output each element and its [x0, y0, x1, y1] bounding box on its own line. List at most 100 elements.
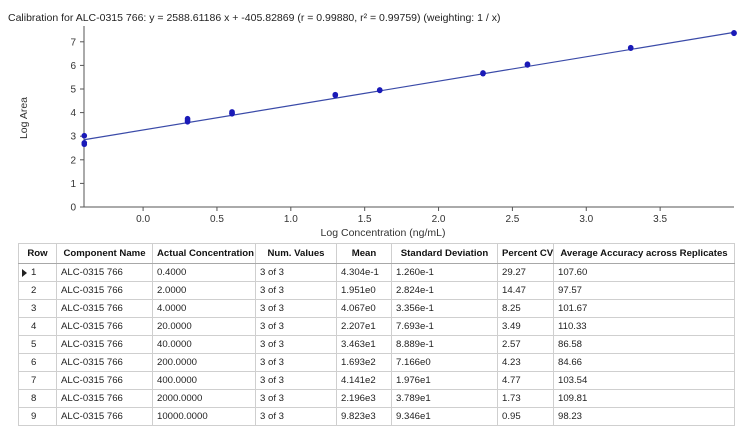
cell-standard-deviation[interactable]: 9.346e1	[391, 407, 498, 426]
cell-row-number[interactable]: 3	[18, 299, 57, 318]
cell-row-number[interactable]: 7	[18, 371, 57, 390]
cell-percent-cv[interactable]: 1.73	[497, 389, 554, 408]
cell-num-values[interactable]: 3 of 3	[255, 407, 337, 426]
cell-standard-deviation[interactable]: 7.693e-1	[391, 317, 498, 336]
cell-num-values[interactable]: 3 of 3	[255, 317, 337, 336]
cell-component-name[interactable]: ALC-0315 766	[56, 263, 153, 282]
cell-num-values[interactable]: 3 of 3	[255, 263, 337, 282]
cell-percent-cv[interactable]: 2.57	[497, 335, 554, 354]
cell-actual-concentration[interactable]: 40.0000	[152, 335, 256, 354]
x-tick-label: 3.5	[653, 214, 667, 225]
cell-actual-concentration[interactable]: 20.0000	[152, 317, 256, 336]
cell-standard-deviation[interactable]: 1.976e1	[391, 371, 498, 390]
cell-component-name[interactable]: ALC-0315 766	[56, 407, 153, 426]
x-tick-label: 0.5	[210, 214, 224, 225]
cell-row-number[interactable]: 8	[18, 389, 57, 408]
results-table: Row Component Name Actual Concentration Num…	[18, 243, 735, 426]
header-percent-cv[interactable]: Percent CV	[497, 243, 554, 264]
header-mean[interactable]: Mean	[336, 243, 392, 264]
cell-component-name[interactable]: ALC-0315 766	[56, 353, 153, 372]
cell-row-number[interactable]: 1	[18, 263, 57, 282]
table-row[interactable]: 8 ALC-0315 766 2000.0000 3 of 3 2.196e3 3.789…	[18, 389, 735, 408]
cell-average-accuracy[interactable]: 97.57	[553, 281, 735, 300]
cell-percent-cv[interactable]: 14.47	[497, 281, 554, 300]
cell-row-number[interactable]: 2	[18, 281, 57, 300]
cell-mean[interactable]: 3.463e1	[336, 335, 392, 354]
cell-mean[interactable]: 4.304e-1	[336, 263, 392, 282]
cell-mean[interactable]: 1.693e2	[336, 353, 392, 372]
cell-average-accuracy[interactable]: 107.60	[553, 263, 735, 282]
cell-mean[interactable]: 4.141e2	[336, 371, 392, 390]
cell-average-accuracy[interactable]: 103.54	[553, 371, 735, 390]
cell-num-values[interactable]: 3 of 3	[255, 371, 337, 390]
header-num-values[interactable]: Num. Values	[255, 243, 337, 264]
header-component-name[interactable]: Component Name	[56, 243, 153, 264]
cell-standard-deviation[interactable]: 8.889e-1	[391, 335, 498, 354]
cell-num-values[interactable]: 3 of 3	[255, 335, 337, 354]
cell-component-name[interactable]: ALC-0315 766	[56, 371, 153, 390]
cell-component-name[interactable]: ALC-0315 766	[56, 389, 153, 408]
cell-row-number[interactable]: 9	[18, 407, 57, 426]
header-average-accuracy[interactable]: Average Accuracy across Replicates	[553, 243, 735, 264]
header-standard-deviation[interactable]: Standard Deviation	[391, 243, 498, 264]
cell-actual-concentration[interactable]: 10000.0000	[152, 407, 256, 426]
cell-actual-concentration[interactable]: 4.0000	[152, 299, 256, 318]
cell-percent-cv[interactable]: 0.95	[497, 407, 554, 426]
data-point	[81, 141, 88, 148]
cell-num-values[interactable]: 3 of 3	[255, 353, 337, 372]
table-row[interactable]: 1 ALC-0315 766 0.4000 3 of 3 4.304e-1 1.260e-…	[18, 263, 735, 282]
cell-mean[interactable]: 1.951e0	[336, 281, 392, 300]
cell-percent-cv[interactable]: 4.77	[497, 371, 554, 390]
table-row[interactable]: 5 ALC-0315 766 40.0000 3 of 3 3.463e1 8.889e-…	[18, 335, 735, 354]
cell-average-accuracy[interactable]: 110.33	[553, 317, 735, 336]
cell-average-accuracy[interactable]: 86.58	[553, 335, 735, 354]
cell-component-name[interactable]: ALC-0315 766	[56, 299, 153, 318]
cell-num-values[interactable]: 3 of 3	[255, 281, 337, 300]
cell-component-name[interactable]: ALC-0315 766	[56, 281, 153, 300]
table-row[interactable]: 3 ALC-0315 766 4.0000 3 of 3 4.067e0 3.356e-1…	[18, 299, 735, 318]
cell-mean[interactable]: 2.196e3	[336, 389, 392, 408]
cell-num-values[interactable]: 3 of 3	[255, 299, 337, 318]
cell-actual-concentration[interactable]: 2000.0000	[152, 389, 256, 408]
cell-standard-deviation[interactable]: 3.356e-1	[391, 299, 498, 318]
x-tick-label: 2.5	[505, 214, 519, 225]
header-actual-concentration[interactable]: Actual Concentration	[152, 243, 256, 264]
row-number-text: 8	[31, 393, 37, 404]
cell-row-number[interactable]: 5	[18, 335, 57, 354]
y-tick-label: 1	[70, 179, 76, 190]
cell-percent-cv[interactable]: 29.27	[497, 263, 554, 282]
cell-percent-cv[interactable]: 3.49	[497, 317, 554, 336]
cell-percent-cv[interactable]: 4.23	[497, 353, 554, 372]
table-row[interactable]: 9 ALC-0315 766 10000.0000 3 of 3 9.823e3 9.34…	[18, 407, 735, 426]
cell-percent-cv[interactable]: 8.25	[497, 299, 554, 318]
table-row[interactable]: 6 ALC-0315 766 200.0000 3 of 3 1.693e2 7.166e…	[18, 353, 735, 372]
table-row[interactable]: 2 ALC-0315 766 2.0000 3 of 3 1.951e0 2.824e-1…	[18, 281, 735, 300]
cell-average-accuracy[interactable]: 109.81	[553, 389, 735, 408]
data-point	[81, 132, 88, 139]
cell-component-name[interactable]: ALC-0315 766	[56, 335, 153, 354]
cell-standard-deviation[interactable]: 7.166e0	[391, 353, 498, 372]
cell-mean[interactable]: 2.207e1	[336, 317, 392, 336]
row-number-text: 6	[31, 357, 37, 368]
cell-standard-deviation[interactable]: 2.824e-1	[391, 281, 498, 300]
cell-actual-concentration[interactable]: 400.0000	[152, 371, 256, 390]
cell-mean[interactable]: 9.823e3	[336, 407, 392, 426]
chart-ticks: 0 1 2 3 4 5 6 7 0.0 0.5 1.0 1.5 2.0 2.5 3.0 3.5	[70, 37, 667, 225]
table-row[interactable]: 7 ALC-0315 766 400.0000 3 of 3 4.141e2 1.976e…	[18, 371, 735, 390]
row-number-text: 2	[31, 285, 37, 296]
cell-standard-deviation[interactable]: 3.789e1	[391, 389, 498, 408]
cell-num-values[interactable]: 3 of 3	[255, 389, 337, 408]
cell-row-number[interactable]: 6	[18, 353, 57, 372]
cell-actual-concentration[interactable]: 0.4000	[152, 263, 256, 282]
cell-actual-concentration[interactable]: 2.0000	[152, 281, 256, 300]
cell-standard-deviation[interactable]: 1.260e-1	[391, 263, 498, 282]
table-row[interactable]: 4 ALC-0315 766 20.0000 3 of 3 2.207e1 7.693e-…	[18, 317, 735, 336]
cell-average-accuracy[interactable]: 101.67	[553, 299, 735, 318]
cell-average-accuracy[interactable]: 84.66	[553, 353, 735, 372]
header-row-number[interactable]: Row	[18, 243, 57, 264]
cell-average-accuracy[interactable]: 98.23	[553, 407, 735, 426]
cell-actual-concentration[interactable]: 200.0000	[152, 353, 256, 372]
cell-row-number[interactable]: 4	[18, 317, 57, 336]
cell-mean[interactable]: 4.067e0	[336, 299, 392, 318]
cell-component-name[interactable]: ALC-0315 766	[56, 317, 153, 336]
